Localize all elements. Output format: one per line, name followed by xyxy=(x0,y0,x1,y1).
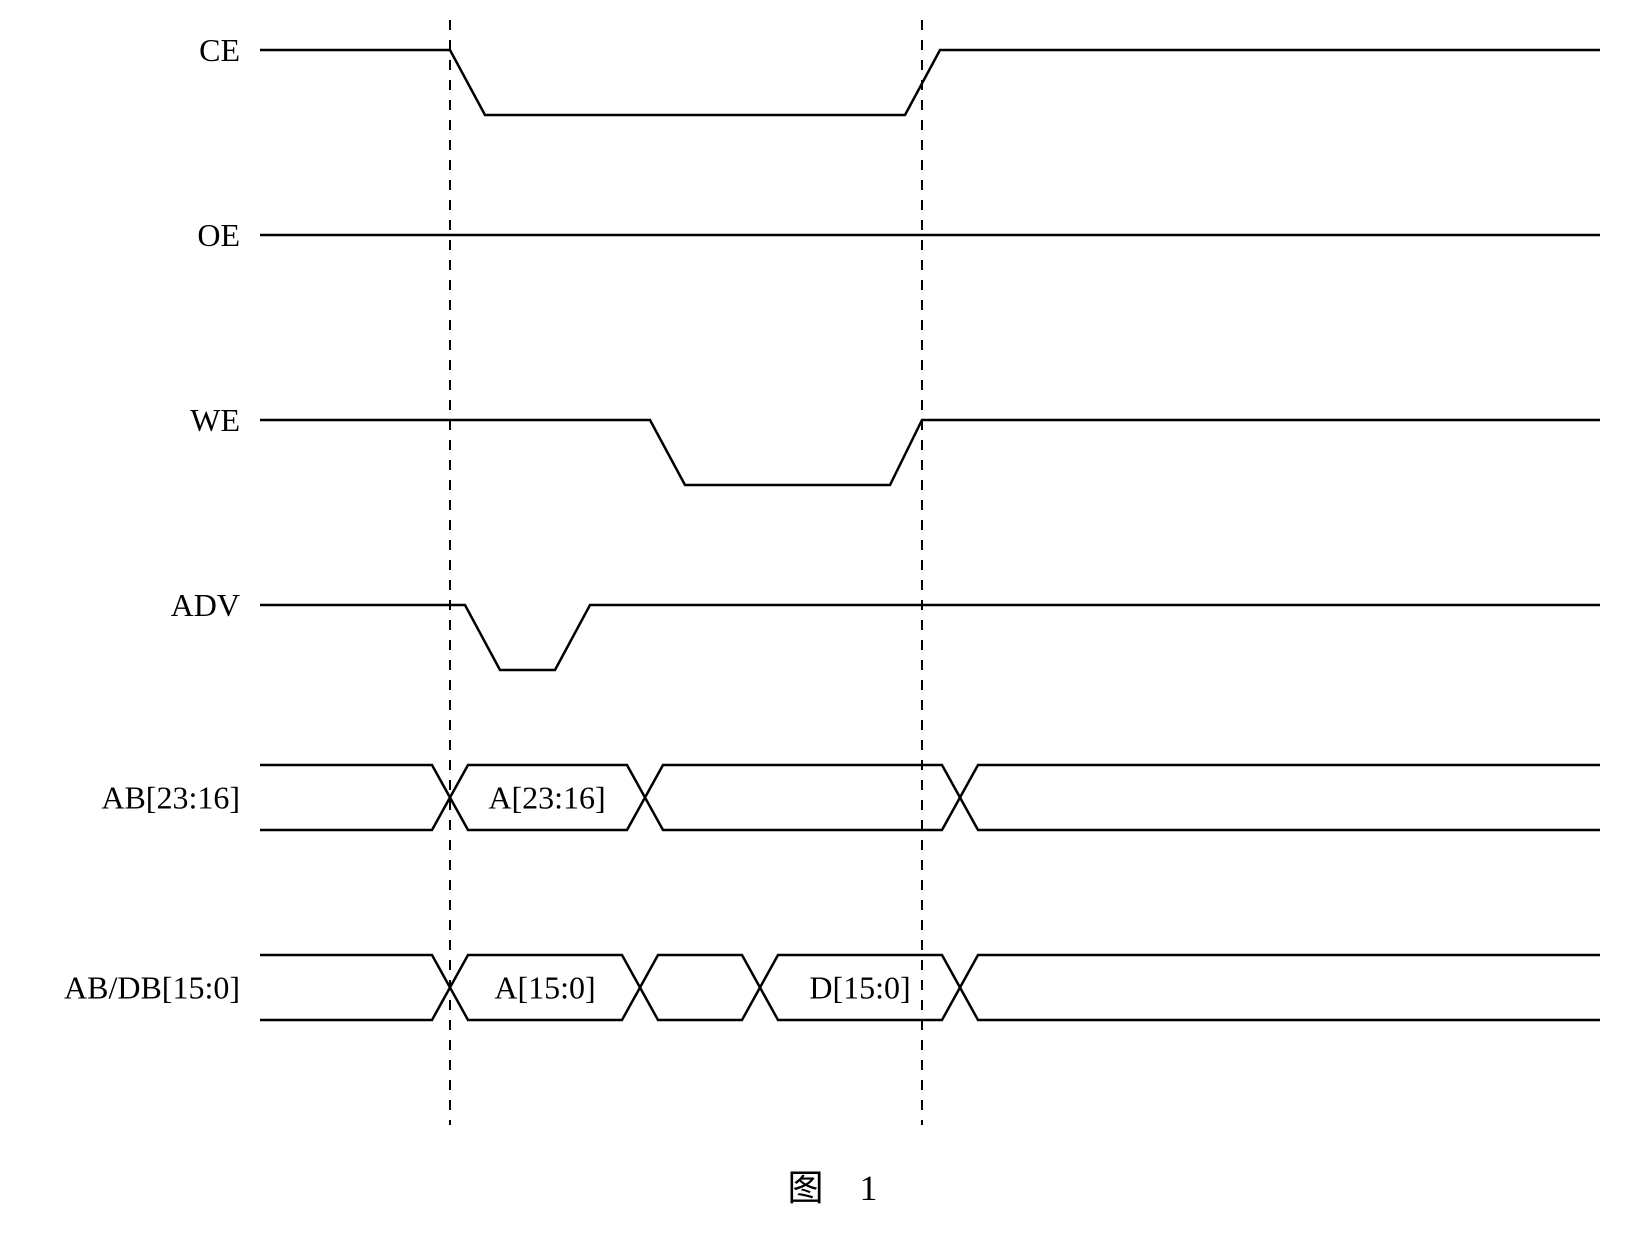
bus-top-AB_HI xyxy=(260,765,1600,798)
label-OE: OE xyxy=(197,217,240,253)
label-WE: WE xyxy=(190,402,240,438)
figure-caption: 图 1 xyxy=(787,1168,877,1208)
timing-diagram: CE OE WE ADV AB[23:16] A[23:16] AB/DB[15:0] A[1… xyxy=(20,20,1625,1226)
bus-cell-AB_DB: A[15:0] xyxy=(494,970,595,1006)
label-CE: CE xyxy=(199,32,240,68)
bus-cell-AB_DB: D[15:0] xyxy=(809,970,910,1006)
bus-bot-AB_HI xyxy=(260,798,1600,831)
wave-CE xyxy=(260,50,1600,115)
label-AB_HI: AB[23:16] xyxy=(101,780,240,816)
bus-top-AB_DB xyxy=(260,955,1600,988)
wave-ADV xyxy=(260,605,1600,670)
label-AB_DB: AB/DB[15:0] xyxy=(64,970,240,1006)
bus-cell-AB_HI: A[23:16] xyxy=(488,780,605,816)
bus-bot-AB_DB xyxy=(260,988,1600,1021)
wave-WE xyxy=(260,420,1600,485)
label-ADV: ADV xyxy=(171,587,240,623)
